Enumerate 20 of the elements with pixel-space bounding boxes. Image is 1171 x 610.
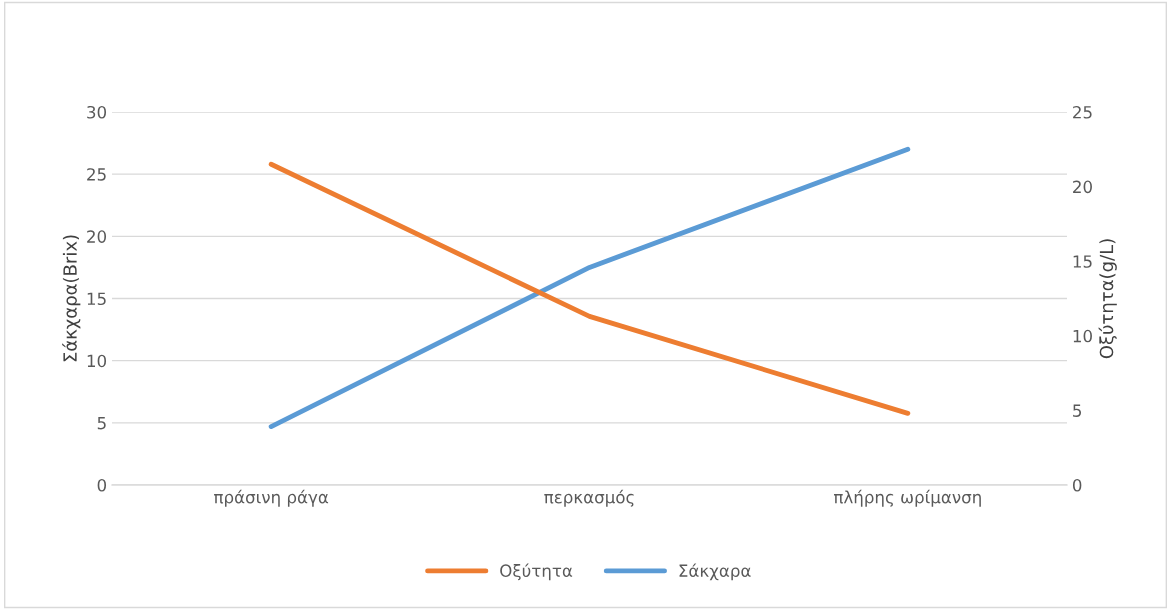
y-tick-label: 30: [87, 105, 107, 119]
y2-tick-label: 5: [1073, 404, 1082, 417]
y2-tick-label: 10: [1073, 329, 1092, 343]
y2-tick-label: 0: [1072, 478, 1082, 492]
x-tick-label: πλήρης ωρίμανση: [833, 489, 981, 507]
y2-axis-title: Οξύτητα(g/L): [1098, 239, 1117, 359]
y-tick-label: 0: [97, 478, 107, 492]
y-tick-label: 20: [87, 230, 107, 243]
legend-label: Οξύτητα: [500, 563, 573, 581]
legend-label: Σάκχαρα: [679, 563, 751, 581]
x-tick-label: περκασμός: [544, 489, 634, 507]
y-tick-label: 5: [97, 417, 106, 430]
y2-tick-label: 25: [1073, 105, 1092, 119]
y2-tick-label: 15: [1073, 255, 1092, 268]
x-tick-label: πράσινη ράγα: [214, 489, 329, 507]
y-tick-label: 25: [87, 168, 106, 181]
y-axis-title: Σάκχαρα(Brix): [62, 235, 81, 362]
y-tick-label: 15: [87, 292, 106, 306]
y2-tick-label: 20: [1073, 180, 1092, 194]
y-tick-label: 10: [87, 354, 107, 368]
